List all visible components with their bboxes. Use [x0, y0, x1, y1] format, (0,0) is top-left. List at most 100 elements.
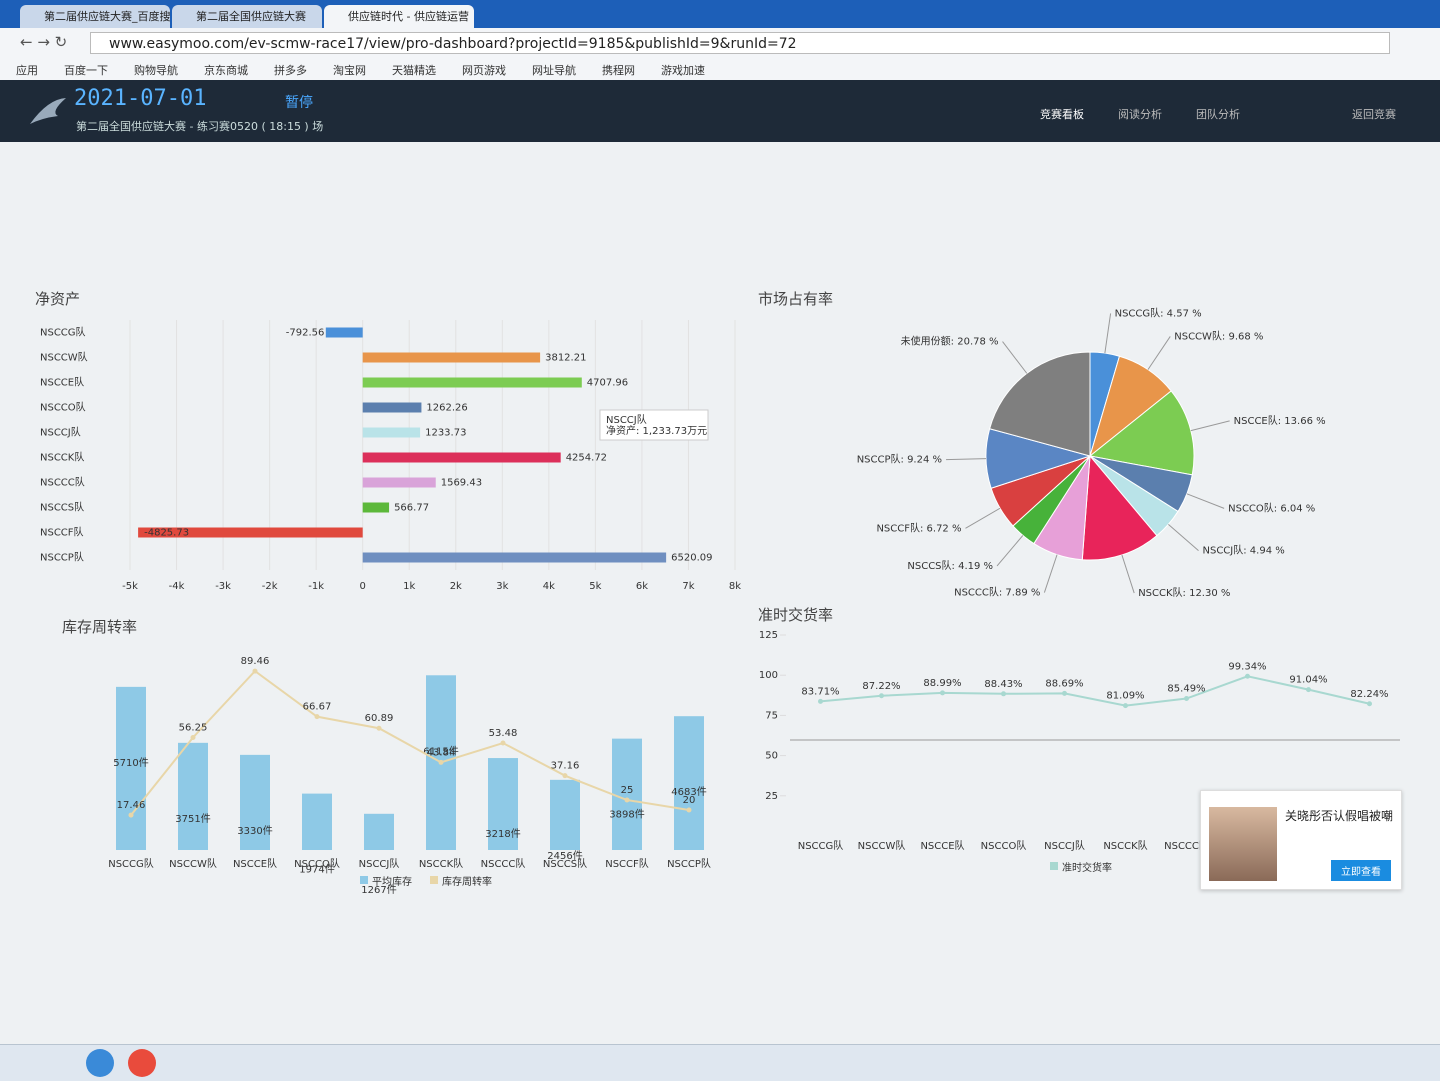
data-label: 4707.96	[587, 378, 628, 389]
leader-line	[1002, 341, 1028, 374]
ad-button[interactable]: 立即查看	[1331, 860, 1391, 881]
y-tick-label: NSCCS队	[40, 501, 84, 514]
address-bar: ← → ↻ www.easymoo.com/ev-scmw-race17/vie…	[0, 28, 1440, 58]
x-tick-label: 8k	[729, 581, 741, 592]
leader-line	[1121, 554, 1135, 594]
tooltip-text: 净资产: 1,233.73万元	[606, 424, 707, 437]
line	[130, 669, 690, 816]
y-tick-label: NSCCC队	[40, 476, 85, 489]
data-label: 53.48	[489, 728, 518, 739]
x-tick-label: NSCCG队	[108, 857, 154, 870]
bookmark[interactable]: 游戏加速	[661, 64, 705, 77]
data-label: 43.84	[427, 747, 456, 758]
point	[1245, 673, 1250, 679]
x-tick-label: 4k	[543, 581, 555, 592]
data-label: 25	[621, 785, 634, 796]
x-tick-label: NSCCO队	[294, 857, 340, 870]
x-tick-label: 1k	[403, 581, 415, 592]
bar	[240, 754, 270, 850]
bookmark[interactable]: 购物导航	[134, 64, 178, 77]
subtitle: 第二届全国供应链大赛 - 练习赛0520 ( 18:15 ) 场	[76, 120, 324, 133]
nav-item[interactable]: 返回竞赛	[1352, 108, 1396, 121]
data-label: 88.99%	[923, 678, 961, 689]
bar	[325, 327, 363, 338]
data-label: NSCCS队: 4.19 %	[907, 559, 993, 572]
bookmark[interactable]: 应用	[16, 64, 38, 77]
x-tick-label: NSCCJ队	[359, 857, 400, 870]
data-label: 566.77	[394, 503, 429, 514]
data-label: 89.46	[241, 656, 270, 667]
legend-swatch	[430, 876, 438, 884]
y-tick-label: NSCCJ队	[40, 426, 81, 439]
bookmark[interactable]: 淘宝网	[333, 64, 366, 77]
data-label: NSCCJ队: 4.94 %	[1203, 544, 1285, 557]
data-label: 88.43%	[984, 679, 1022, 690]
dashboard-header: 2021-07-01 暂停 第二届全国供应链大赛 - 练习赛0520 ( 18:…	[0, 80, 1440, 142]
nav-item[interactable]: 团队分析	[1196, 108, 1240, 121]
point	[1001, 691, 1006, 697]
bar	[674, 716, 704, 850]
point	[818, 698, 823, 704]
data-label: 17.46	[117, 800, 146, 811]
bar	[364, 813, 394, 850]
data-label: 3898件	[609, 809, 644, 821]
bookmark[interactable]: 百度一下	[64, 64, 108, 77]
bookmark[interactable]: 网页游戏	[462, 64, 506, 77]
data-label: NSCCC队: 7.89 %	[954, 586, 1040, 599]
x-tick-label: NSCCC队	[1164, 839, 1209, 852]
start-button[interactable]	[86, 1049, 114, 1077]
nav-item[interactable]: 阅读分析	[1118, 108, 1162, 121]
data-label: 4683件	[671, 786, 706, 798]
data-label: 6520.09	[671, 553, 712, 564]
y-tick-label: NSCCF队	[40, 526, 84, 539]
bar	[178, 742, 208, 850]
x-tick-label: 2k	[450, 581, 462, 592]
point	[1306, 687, 1311, 693]
y-tick-label: NSCCP队	[40, 551, 84, 564]
legend-swatch	[360, 876, 368, 884]
bar	[612, 738, 642, 850]
pause-button[interactable]: 暂停	[285, 95, 313, 111]
bookmarks-bar: 应用 百度一下 购物导航 京东商城 拼多多 淘宝网 天猫精选 网页游戏 网址导航 携程网 游戏加速	[0, 58, 1440, 81]
tab[interactable]: 供应链时代 - 供应链运营	[324, 5, 474, 28]
leader-line	[1186, 493, 1225, 509]
bookmark[interactable]: 拼多多	[274, 64, 307, 77]
nav-buttons[interactable]: ← → ↻	[20, 33, 68, 51]
panel-title: 准时交货率	[758, 606, 834, 624]
ad-title[interactable]: 关晓彤否认假唱被嘲	[1285, 809, 1394, 823]
x-tick-label: NSCCK队	[419, 857, 463, 870]
y-tick-label: NSCCK队	[40, 451, 84, 464]
y-tick-label: 50	[765, 751, 778, 762]
tooltip-title: NSCCJ队	[606, 413, 647, 426]
bar	[550, 779, 580, 850]
leader-line	[1104, 313, 1112, 354]
x-tick-label: NSCCE队	[233, 857, 277, 870]
tab[interactable]: 第二届全国供应链大赛	[172, 5, 322, 28]
data-label: NSCCF队: 6.72 %	[876, 521, 961, 534]
tab[interactable]: 第二届供应链大赛_百度搜索	[20, 5, 170, 28]
url-field[interactable]: www.easymoo.com/ev-scmw-race17/view/pro-…	[90, 32, 1390, 54]
bookmark[interactable]: 京东商城	[204, 64, 248, 77]
bookmark[interactable]: 携程网	[602, 64, 635, 77]
bookmark[interactable]: 网址导航	[532, 64, 576, 77]
bar	[138, 527, 363, 538]
bar	[362, 402, 422, 413]
date: 2021-07-01	[74, 86, 207, 111]
chrome-icon[interactable]	[128, 1049, 156, 1077]
pie-slice	[1081, 454, 1158, 561]
data-label: 未使用份额: 20.78 %	[901, 335, 999, 348]
bar	[116, 686, 146, 850]
ad-popup: 关晓彤否认假唱被嘲 立即查看	[1200, 790, 1402, 890]
data-label: 20	[683, 795, 696, 806]
panel-title: 市场占有率	[758, 290, 834, 308]
y-tick-label: NSCCW队	[40, 351, 88, 364]
point	[1123, 703, 1128, 709]
point	[879, 693, 884, 699]
bar	[362, 452, 561, 463]
x-tick-label: 6k	[636, 581, 648, 592]
bookmark[interactable]: 天猫精选	[392, 64, 436, 77]
nav-item[interactable]: 竞赛看板	[1040, 108, 1084, 121]
data-label: 91.04%	[1289, 675, 1327, 686]
y-tick-label: 100	[759, 670, 778, 681]
point	[500, 740, 506, 746]
